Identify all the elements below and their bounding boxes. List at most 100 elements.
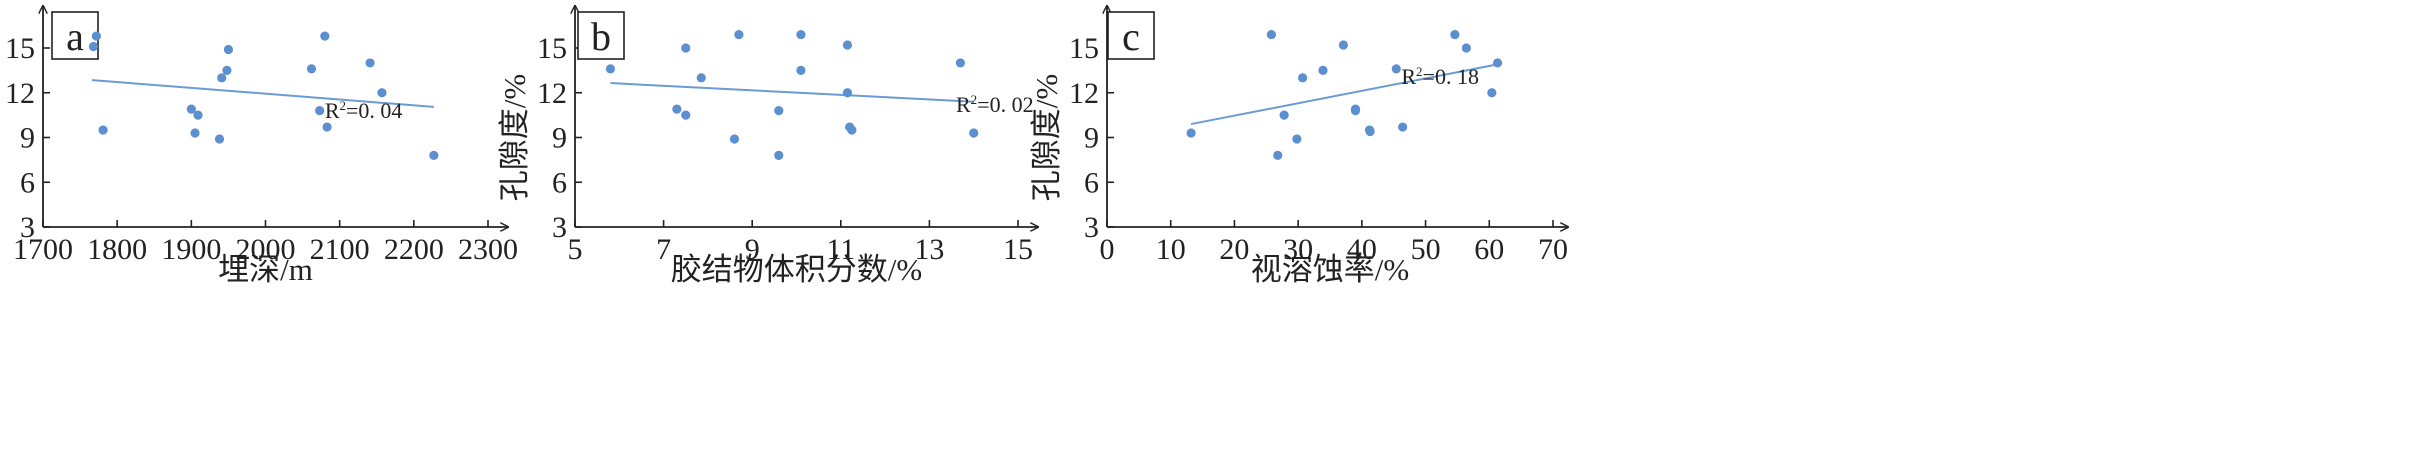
x-tick-label: 2200 <box>384 233 444 266</box>
data-point <box>796 29 806 40</box>
r-squared-label: R2=0. 18 <box>1401 64 1479 89</box>
data-point <box>322 122 332 132</box>
x-tick-label: 2300 <box>458 233 518 266</box>
x-tick-label: 9 <box>745 233 760 266</box>
data-point <box>320 31 330 41</box>
data-point <box>1338 40 1348 50</box>
data-point <box>91 31 101 41</box>
data-point <box>1391 64 1401 74</box>
data-point <box>955 58 966 68</box>
x-tick-label: 5 <box>568 233 583 266</box>
data-point <box>969 128 979 138</box>
data-point <box>729 134 740 144</box>
x-tick-label: 70 <box>1538 233 1568 266</box>
data-point <box>217 73 227 83</box>
data-point <box>429 150 439 160</box>
data-point <box>1450 29 1460 40</box>
y-tick-label: 12 <box>537 77 567 110</box>
data-point <box>1398 122 1408 132</box>
x-tick-label: 13 <box>914 233 944 266</box>
panel-label-box <box>51 11 99 60</box>
y-tick-label: 6 <box>552 166 567 199</box>
x-tick-label: 1700 <box>13 233 73 266</box>
y-tick-label: 9 <box>20 122 35 155</box>
data-point <box>605 64 616 74</box>
data-point <box>88 41 99 52</box>
data-point <box>774 150 784 160</box>
panel-label: c <box>1122 14 1140 59</box>
data-point <box>774 106 784 116</box>
data-point <box>1365 126 1375 137</box>
y-tick-label: 3 <box>1084 211 1099 244</box>
y-tick-label: 9 <box>1084 122 1099 155</box>
panel-c: 0 10 20 30 40 50 60 70 3 6 9 12 15 视溶蚀率/% 孔隙度/% c R2=0. … <box>1029 6 1568 287</box>
data-point <box>306 64 317 74</box>
data-point <box>315 106 325 116</box>
y-axis-title: 孔隙度/% <box>1029 74 1064 201</box>
data-point <box>1492 58 1503 68</box>
x-tick-label: 11 <box>826 233 855 266</box>
data-point <box>193 110 203 120</box>
data-point <box>1292 134 1302 144</box>
y-tick-label: 6 <box>20 166 35 199</box>
data-point <box>842 40 853 50</box>
x-tick-label: 30 <box>1283 233 1313 266</box>
data-point <box>672 104 682 114</box>
x-tick-label: 1900 <box>161 233 221 266</box>
data-point <box>214 134 225 144</box>
y-tick-label: 12 <box>1069 77 1099 110</box>
y-tick-label: 3 <box>20 211 35 244</box>
panel-b: 5 7 9 11 13 15 3 6 9 12 15 胶结物体积分数/% 孔隙度/% b R2=0. 02 <box>497 6 1038 287</box>
x-tick-label: 2000 <box>236 233 296 266</box>
panel-label-box <box>577 11 625 60</box>
trend-line <box>610 82 974 103</box>
x-tick-label: 2100 <box>310 233 370 266</box>
data-point <box>1266 29 1276 40</box>
y-tick-label: 12 <box>5 77 35 110</box>
data-point <box>186 104 196 114</box>
r-squared-label: R2=0. 04 <box>325 98 403 123</box>
y-tick-label: 15 <box>5 32 35 65</box>
x-tick-label: 15 <box>1003 233 1033 266</box>
data-point <box>98 125 108 135</box>
y-tick-label: 15 <box>1069 32 1099 65</box>
data-point <box>696 73 706 83</box>
data-point <box>1273 150 1283 160</box>
data-point <box>1186 128 1196 138</box>
y-axis-title: 孔隙度/% <box>497 74 532 201</box>
data-point <box>796 65 806 75</box>
data-point <box>842 88 853 98</box>
data-point <box>190 128 200 138</box>
panel-label: a <box>66 14 84 59</box>
data-point <box>223 44 234 55</box>
data-point <box>1318 65 1328 75</box>
data-point <box>1350 106 1361 116</box>
data-point <box>377 88 387 98</box>
trend-line <box>91 79 434 108</box>
x-tick-label: 60 <box>1474 233 1504 266</box>
x-tick-label: 7 <box>656 233 671 266</box>
data-point <box>681 43 691 53</box>
panel-label: b <box>591 14 611 59</box>
data-point <box>1461 43 1471 53</box>
panel-a: 17001800190020002100220023003691215埋深/m孔… <box>5 6 518 287</box>
x-tick-label: 20 <box>1219 233 1249 266</box>
x-axis-title: 埋深/m <box>218 252 313 287</box>
y-tick-label: 3 <box>552 211 567 244</box>
x-tick-label: 10 <box>1156 233 1186 266</box>
y-tick-label: 9 <box>552 122 567 155</box>
data-point <box>681 110 691 120</box>
data-point <box>365 58 375 68</box>
data-point <box>1298 73 1308 83</box>
x-tick-label: 50 <box>1411 233 1441 266</box>
r-squared-label: R2=0. 02 <box>956 92 1034 117</box>
x-axis-title: 视溶蚀率/% <box>1251 252 1409 287</box>
data-point <box>847 125 857 135</box>
data-point <box>1487 88 1497 98</box>
x-tick-label: 0 <box>1100 233 1115 266</box>
panel-label-box <box>1107 11 1155 60</box>
data-point <box>1279 110 1289 120</box>
x-axis-title: 胶结物体积分数/% <box>671 252 922 287</box>
data-point <box>734 29 744 40</box>
